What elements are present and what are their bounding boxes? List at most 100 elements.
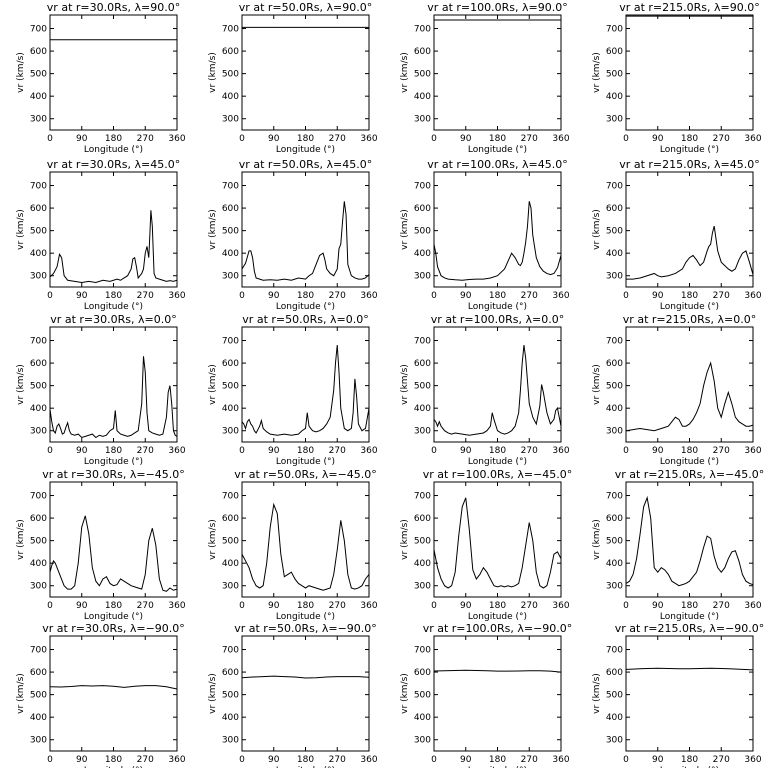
y-tick-label: 600 [414,514,431,524]
y-tick-label: 700 [414,25,431,35]
x-axis-label: Longitude (°) [84,612,143,622]
y-tick-label: 600 [606,47,623,57]
x-tick-label: 90 [268,446,280,456]
y-tick-label: 600 [414,359,431,369]
x-tick-label: 180 [489,291,506,301]
y-tick-label: 600 [222,47,239,57]
y-axis-label: vr (km/s) [592,52,602,93]
y-tick-label: 500 [30,70,47,80]
x-axis-label: Longitude (°) [660,457,719,467]
x-tick-label: 0 [431,601,437,611]
panel-11: vr at r=215.0Rs, λ=0.0° 0 90 180 270 360 300 40… [592,313,762,467]
y-tick-label: 700 [414,182,431,192]
x-tick-label: 90 [652,446,664,456]
x-tick-label: 360 [744,755,761,765]
y-tick-label: 400 [414,404,431,414]
y-axis-label: vr (km/s) [400,209,410,250]
x-tick-label: 180 [105,134,122,144]
y-tick-label: 500 [414,537,431,547]
y-tick-label: 600 [222,359,239,369]
x-tick-label: 90 [460,601,472,611]
x-tick-label: 0 [47,755,53,765]
y-tick-label: 700 [606,25,623,35]
panel-title: vr at r=100.0Rs, λ=0.0° [431,313,564,326]
x-tick-label: 90 [652,755,664,765]
series-line [242,201,369,281]
y-tick-label: 400 [222,559,239,569]
panel-title: vr at r=50.0Rs, λ=0.0° [242,313,368,326]
x-axis-label: Longitude (°) [468,145,527,155]
y-tick-label: 500 [414,227,431,237]
y-axis-label: vr (km/s) [208,519,218,560]
y-tick-label: 600 [414,204,431,214]
panel-title: vr at r=100.0Rs, λ=−90.0° [423,622,573,635]
y-tick-label: 500 [222,227,239,237]
y-tick-label: 600 [30,514,47,524]
y-tick-label: 600 [606,204,623,214]
panel-14: vr at r=100.0Rs, λ=−45.0° 0 90 180 270 360 300… [400,468,572,622]
x-tick-label: 180 [681,291,698,301]
y-tick-label: 600 [606,668,623,678]
x-tick-label: 90 [76,291,88,301]
x-tick-label: 360 [168,755,185,765]
panel-15: vr at r=215.0Rs, λ=−45.0° 0 90 180 270 360 300… [592,468,764,622]
y-axis-label: vr (km/s) [208,209,218,250]
y-tick-label: 300 [606,427,623,437]
panel-title: vr at r=30.0Rs, λ=−90.0° [42,622,185,635]
x-tick-label: 0 [239,291,245,301]
y-tick-label: 300 [606,272,623,282]
y-tick-label: 400 [606,92,623,102]
x-tick-label: 90 [460,134,472,144]
series-line [50,356,177,439]
x-tick-label: 0 [623,134,629,144]
x-tick-label: 0 [431,755,437,765]
y-tick-label: 600 [414,47,431,57]
x-tick-label: 270 [713,755,730,765]
x-tick-label: 90 [460,755,472,765]
series-line [626,495,753,587]
x-tick-label: 270 [713,291,730,301]
x-tick-label: 90 [460,291,472,301]
panel-0: vr at r=30.0Rs, λ=90.0° 0 90 180 270 360 300 40… [16,1,186,155]
x-tick-label: 180 [297,601,314,611]
y-tick-label: 300 [414,115,431,125]
y-tick-label: 300 [30,115,47,125]
x-tick-label: 360 [360,291,377,301]
panel-17: vr at r=50.0Rs, λ=−90.0° 0 90 180 270 360 300 4… [208,622,378,768]
x-tick-label: 0 [239,134,245,144]
x-axis-label: Longitude (°) [84,145,143,155]
x-tick-label: 360 [744,134,761,144]
y-tick-label: 500 [222,537,239,547]
x-tick-label: 0 [431,446,437,456]
y-tick-label: 300 [222,427,239,437]
x-tick-label: 0 [623,601,629,611]
panel-title: vr at r=215.0Rs, λ=−90.0° [615,622,765,635]
x-tick-label: 0 [623,291,629,301]
y-axis-label: vr (km/s) [16,52,26,93]
panel-title: vr at r=50.0Rs, λ=−45.0° [234,468,377,481]
y-tick-label: 500 [414,382,431,392]
x-tick-label: 90 [268,134,280,144]
series-line [242,344,369,436]
x-tick-label: 360 [552,601,569,611]
x-tick-label: 270 [329,601,346,611]
y-tick-label: 400 [414,92,431,102]
y-tick-label: 300 [30,736,47,746]
y-tick-label: 400 [606,559,623,569]
y-tick-label: 500 [606,227,623,237]
y-tick-label: 300 [222,736,239,746]
y-axis-label: vr (km/s) [400,364,410,405]
y-tick-label: 400 [30,249,47,259]
x-axis-label: Longitude (°) [468,457,527,467]
plot-frame [241,635,370,752]
y-tick-label: 700 [414,337,431,347]
y-tick-label: 300 [414,427,431,437]
plot-frame [241,481,370,598]
x-axis-label: Longitude (°) [468,612,527,622]
y-tick-label: 600 [222,668,239,678]
x-tick-label: 270 [329,446,346,456]
x-tick-label: 0 [47,446,53,456]
y-tick-label: 500 [30,537,47,547]
y-axis-label: vr (km/s) [400,52,410,93]
